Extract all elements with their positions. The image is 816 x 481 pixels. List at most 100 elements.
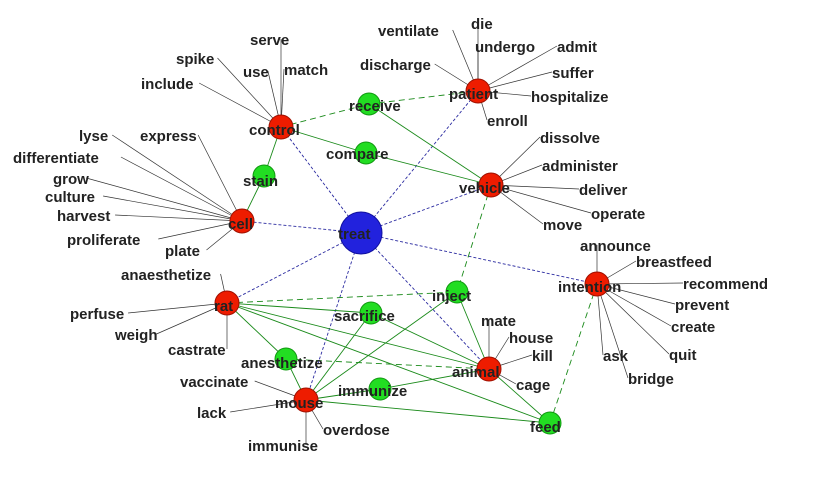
edge-treat-rat: [226, 232, 362, 304]
edge-treat-mouse: [305, 232, 362, 401]
spoke-intention-bridge: [596, 283, 629, 379]
label-discharge: discharge: [360, 57, 431, 74]
label-serve: serve: [250, 32, 289, 49]
edge-intention-feed: [549, 283, 598, 424]
label-grow: grow: [53, 171, 89, 188]
edge-control-compare: [280, 126, 367, 154]
spoke-cell-proliferate: [158, 220, 243, 240]
node-patient: [465, 78, 491, 104]
edge-rat-animal: [226, 302, 490, 370]
node-cell: [229, 208, 255, 234]
spoke-intention-prevent: [596, 283, 676, 305]
label-quit: quit: [669, 347, 697, 364]
edge-control-receive: [280, 103, 370, 128]
label-spike: spike: [176, 51, 214, 68]
node-animal: [476, 356, 502, 382]
node-vehicle: [478, 172, 504, 198]
label-animal: animal: [452, 364, 500, 381]
edge-rat-sacrifice: [226, 302, 372, 314]
label-undergo: undergo: [475, 39, 535, 56]
edge-compare-vehicle: [365, 152, 492, 186]
edge-anesthetize-animal: [285, 358, 490, 370]
spoke-rat-perfuse: [128, 302, 228, 314]
label-immunise: immunise: [248, 438, 318, 455]
label-overdose: overdose: [323, 422, 390, 439]
node-anesthetize: [274, 347, 298, 371]
node-control: [268, 114, 294, 140]
label-cage: cage: [516, 377, 550, 394]
node-sacrifice: [359, 301, 383, 325]
label-differentiate: differentiate: [13, 150, 99, 167]
edge-inject-animal: [456, 291, 490, 370]
spoke-intention-quit: [596, 283, 670, 355]
edge-receive-vehicle: [368, 103, 492, 186]
label-express: express: [140, 128, 197, 145]
label-announce: announce: [580, 238, 651, 255]
spoke-cell-culture: [103, 195, 243, 222]
label-mouse: mouse: [275, 395, 323, 412]
label-enroll: enroll: [487, 113, 528, 130]
label-plate: plate: [165, 243, 200, 260]
edge-treat-intention: [360, 232, 598, 285]
label-operate: operate: [591, 206, 645, 223]
node-inject: [445, 280, 469, 304]
node-immunize: [368, 377, 392, 401]
labels: treat control patient vehicle cell intention r…: [13, 16, 768, 455]
edge-sacrifice-animal: [370, 312, 490, 370]
spoke-intention-create: [596, 283, 672, 327]
node-mouse: [293, 387, 319, 413]
label-lack: lack: [197, 405, 227, 422]
label-feed: feed: [530, 419, 561, 436]
edge-treat-vehicle: [360, 184, 492, 234]
label-bridge: bridge: [628, 371, 674, 388]
spoke-cell-differentiate: [120, 156, 243, 222]
spoke-control-spike: [217, 57, 282, 128]
label-house: house: [509, 330, 553, 347]
spoke-intention-recommend: [596, 282, 684, 285]
node-rat: [214, 290, 240, 316]
label-compare: compare: [326, 146, 389, 163]
edge-mouse-feed: [305, 399, 551, 424]
node-feed: [538, 411, 562, 435]
label-intention: intention: [558, 279, 621, 296]
node-compare: [354, 141, 378, 165]
label-create: create: [671, 319, 715, 336]
label-control: control: [249, 122, 300, 139]
label-ask: ask: [603, 348, 629, 365]
spoke-rat-weigh: [156, 302, 228, 335]
spoke-mouse-lack: [230, 399, 307, 413]
label-include: include: [141, 76, 194, 93]
label-vaccinate: vaccinate: [180, 374, 248, 391]
edge-immunize-animal: [379, 368, 490, 390]
spoke-vehicle-deliver: [490, 184, 580, 190]
label-breastfeed: breastfeed: [636, 254, 712, 271]
spoke-control-include: [198, 82, 282, 128]
label-anesthetize: anesthetize: [241, 355, 323, 372]
spoke-cell-harvest: [115, 214, 243, 222]
edge-vehicle-inject: [456, 184, 492, 293]
edge-sacrifice-mouse: [305, 312, 372, 401]
node-intention: [584, 271, 610, 297]
label-culture: culture: [45, 189, 95, 206]
edge-animal-feed: [488, 368, 551, 424]
label-perfuse: perfuse: [70, 306, 124, 323]
edge-treat-control: [280, 126, 362, 234]
label-patient: patient: [449, 86, 498, 103]
label-inject: inject: [432, 288, 471, 305]
edge-receive-patient: [368, 90, 479, 105]
label-proliferate: proliferate: [67, 232, 140, 249]
relation-edges: [226, 90, 598, 424]
spoke-patient-admit: [477, 45, 558, 92]
label-move: move: [543, 217, 582, 234]
nodes: [214, 78, 610, 435]
spoke-patient-suffer: [477, 71, 553, 92]
label-ventilate: ventilate: [378, 23, 439, 40]
node-treat: [339, 211, 383, 255]
node-receive: [357, 92, 381, 116]
label-hospitalize: hospitalize: [531, 89, 609, 106]
node-stain: [252, 164, 276, 188]
edge-rat-feed: [226, 302, 551, 424]
label-lyse: lyse: [79, 128, 108, 145]
label-administer: administer: [542, 158, 618, 175]
